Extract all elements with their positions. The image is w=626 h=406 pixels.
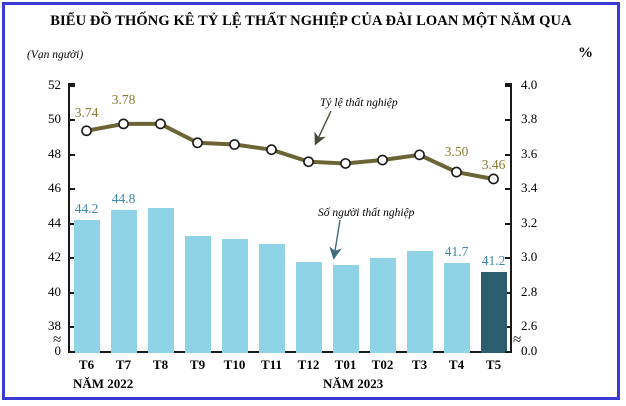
bar-T11[interactable]	[258, 244, 285, 353]
axis-tick-l-46	[68, 188, 75, 191]
line-marker-T9[interactable]	[192, 137, 203, 149]
x-axis-label-T9: T9	[189, 357, 206, 372]
unemployment-rate-line	[86, 121, 494, 181]
axis-tick-r-3.6	[505, 153, 512, 156]
bar-value-label-T7: 44.8	[111, 190, 136, 206]
left-axis-cap-0	[68, 83, 75, 85]
right-axis-unit-label: %	[578, 45, 593, 61]
left-axis-zero-label: 0	[54, 343, 62, 358]
line-marker-T01[interactable]	[340, 158, 351, 169]
bar-annotation-label: Số người thất nghiệp	[318, 207, 415, 219]
line-value-label-T5: 3.46	[481, 156, 506, 172]
bar-T01[interactable]	[332, 265, 359, 353]
line-value-label-T4: 3.50	[444, 144, 469, 160]
line-marker-T10[interactable]	[229, 139, 240, 150]
axis-tick-label-l-52: 52	[48, 77, 61, 92]
axis-tick-label-r-4.0: 4.0	[521, 77, 538, 92]
right-axis-zero-label: 0.0	[521, 343, 538, 358]
left-axis-cap-1	[68, 351, 75, 353]
x-axis-line	[68, 351, 512, 353]
x-axis-label-T6: T6	[78, 357, 95, 372]
axis-tick-r-3.0	[505, 257, 512, 260]
x-axis-label-T4: T4	[448, 357, 465, 372]
axis-tick-label-r-2.6: 2.6	[521, 318, 538, 333]
bar-T02[interactable]	[369, 258, 396, 353]
axis-tick-r-2.6	[505, 326, 512, 328]
axis-tick-label-r-3.6: 3.6	[521, 145, 538, 161]
axis-tick-label-l-40: 40	[48, 283, 61, 299]
bar-value-label-T6: 44.2	[74, 201, 99, 217]
line-marker-T7[interactable]	[118, 118, 129, 130]
axis-tick-l-44	[68, 222, 75, 225]
axis-tick-r-4.0	[505, 85, 512, 87]
axis-tick-label-l-48: 48	[48, 145, 61, 161]
line-annotation-label: Tỷ lệ thất nghiệp	[320, 97, 398, 109]
bar-T8[interactable]	[147, 208, 174, 353]
x-axis-group-label-2023: NĂM 2023	[323, 376, 384, 391]
right-axis-cap-0	[505, 83, 512, 85]
axis-tick-label-r-3.0: 3.0	[521, 249, 538, 265]
left-axis-break-symbol: ≈	[53, 332, 62, 348]
line-marker-T8[interactable]	[155, 118, 166, 130]
x-axis-label-T5: T5	[485, 357, 502, 372]
bar-T5[interactable]	[480, 271, 507, 353]
bar-value-label-T4: 41.7	[444, 244, 469, 260]
left-axis-line	[68, 83, 70, 353]
chart-title: BIỂU ĐỒ THỐNG KÊ TỶ LỆ THẤT NGHIỆP CỦA Đ…	[50, 13, 572, 29]
x-axis-label-T10: T10	[223, 357, 246, 372]
line-marker-T6[interactable]	[81, 125, 92, 137]
x-axis-label-T3: T3	[411, 357, 428, 372]
x-axis-label-T7: T7	[115, 357, 132, 372]
x-axis-label-T01: T01	[334, 357, 357, 372]
line-value-label-T6: 3.74	[74, 104, 99, 120]
x-axis-group-label-2022: NĂM 2022	[73, 376, 134, 391]
left-axis-unit-label: (Vạn người)	[27, 49, 84, 61]
axis-tick-label-r-3.8: 3.8	[521, 111, 538, 127]
axis-tick-label-r-2.8: 2.8	[521, 283, 538, 299]
axis-tick-label-r-3.4: 3.4	[521, 180, 538, 196]
line-value-label-T7: 3.78	[111, 91, 136, 107]
line-series	[81, 118, 499, 185]
x-axis-label-T02: T02	[371, 357, 394, 372]
axis-tick-l-52	[68, 85, 75, 87]
axis-tick-r-3.8	[505, 119, 512, 122]
axis-tick-r-2.8	[505, 291, 512, 294]
right-axis-line	[510, 83, 512, 353]
bar-T4[interactable]	[443, 263, 470, 353]
bar-T9[interactable]	[184, 235, 211, 353]
line-marker-T12[interactable]	[303, 156, 314, 168]
axis-tick-label-l-38: 38	[48, 318, 61, 333]
line-marker-T02[interactable]	[377, 154, 388, 166]
bar-value-label-T5: 41.2	[481, 252, 506, 268]
axis-tick-l-40	[68, 291, 75, 294]
axis-tick-label-r-3.2: 3.2	[521, 214, 538, 230]
line-marker-T11[interactable]	[266, 144, 277, 156]
axis-tick-l-48	[68, 153, 75, 156]
bar-T10[interactable]	[221, 239, 248, 353]
axis-tick-r-3.4	[505, 188, 512, 191]
chart-frame: BIỂU ĐỒ THỐNG KÊ TỶ LỆ THẤT NGHIỆP CỦA Đ…	[2, 2, 620, 400]
line-marker-T5[interactable]	[488, 173, 499, 185]
bar-T12[interactable]	[295, 261, 322, 353]
line-marker-T4[interactable]	[451, 166, 462, 178]
line-marker-T3[interactable]	[414, 149, 425, 161]
axis-tick-l-38	[68, 326, 75, 328]
bar-T7[interactable]	[110, 209, 137, 353]
bar-T6[interactable]	[73, 220, 100, 353]
right-axis-break-symbol: ≈	[513, 332, 522, 348]
axis-tick-l-50	[68, 119, 75, 122]
axis-tick-label-l-44: 44	[48, 214, 61, 230]
x-axis-label-T11: T11	[261, 357, 282, 372]
right-axis-cap-1	[505, 351, 512, 353]
plot-area: 3.74 3.78 3.50 3.46 44.2 44.8 41.7 41.2	[68, 83, 512, 353]
axis-tick-label-l-46: 46	[48, 180, 61, 196]
x-axis-label-T12: T12	[297, 357, 320, 372]
axis-tick-l-42	[68, 257, 75, 260]
axis-tick-label-l-42: 42	[48, 249, 61, 265]
bar-T3[interactable]	[406, 251, 433, 353]
axis-tick-label-l-50: 50	[48, 111, 61, 127]
x-axis-label-T8: T8	[152, 357, 169, 372]
axis-tick-r-3.2	[505, 222, 512, 225]
